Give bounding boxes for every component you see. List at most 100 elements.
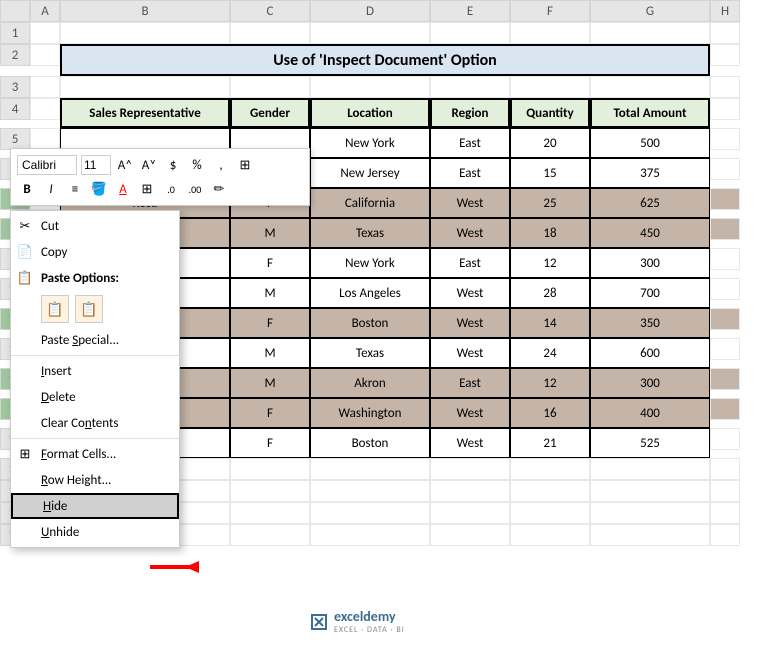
increase-decimal-icon[interactable]: .0	[161, 179, 181, 199]
cell[interactable]	[590, 458, 710, 480]
data-cell[interactable]: 24	[510, 338, 590, 368]
cell[interactable]	[710, 368, 740, 390]
data-cell[interactable]: New York	[310, 248, 430, 278]
data-cell[interactable]: 16	[510, 398, 590, 428]
cell[interactable]	[590, 480, 710, 502]
italic-button[interactable]: I	[41, 179, 61, 199]
data-cell[interactable]: New York	[310, 128, 430, 158]
data-cell[interactable]: 21	[510, 428, 590, 458]
cell[interactable]	[710, 248, 740, 270]
col-header[interactable]: D	[310, 0, 430, 22]
cell[interactable]	[430, 524, 510, 546]
data-cell[interactable]: 400	[590, 398, 710, 428]
data-cell[interactable]: 375	[590, 158, 710, 188]
data-cell[interactable]: East	[430, 368, 510, 398]
data-cell[interactable]: East	[430, 248, 510, 278]
align-icon[interactable]: ≡	[65, 179, 85, 199]
row-header[interactable]: 2	[0, 44, 30, 66]
cell[interactable]	[710, 158, 740, 180]
cell[interactable]	[60, 76, 230, 98]
menu-hide[interactable]: Hide	[11, 493, 179, 519]
data-cell[interactable]: M	[230, 368, 310, 398]
data-cell[interactable]: 525	[590, 428, 710, 458]
cell[interactable]	[310, 76, 430, 98]
font-select[interactable]	[17, 155, 77, 175]
data-cell[interactable]: West	[430, 308, 510, 338]
font-size[interactable]	[81, 155, 111, 175]
data-cell[interactable]: West	[430, 428, 510, 458]
cell[interactable]	[710, 44, 740, 66]
data-cell[interactable]: 300	[590, 248, 710, 278]
cell[interactable]	[710, 22, 740, 44]
bold-button[interactable]: B	[17, 179, 37, 199]
menu-clear[interactable]: Clear Contents	[11, 410, 179, 436]
brush-icon[interactable]: ✏	[209, 179, 229, 199]
cell[interactable]	[710, 502, 740, 524]
cell[interactable]	[30, 44, 60, 66]
data-cell[interactable]: East	[430, 158, 510, 188]
menu-unhide[interactable]: Unhide	[11, 519, 179, 545]
data-cell[interactable]: Los Angeles	[310, 278, 430, 308]
cell[interactable]	[230, 458, 310, 480]
data-cell[interactable]: F	[230, 398, 310, 428]
data-cell[interactable]: 625	[590, 188, 710, 218]
data-cell[interactable]: 14	[510, 308, 590, 338]
cell[interactable]	[710, 480, 740, 502]
data-cell[interactable]: 500	[590, 128, 710, 158]
data-cell[interactable]: F	[230, 248, 310, 278]
cell[interactable]	[230, 524, 310, 546]
cell[interactable]	[710, 278, 740, 300]
menu-row-height[interactable]: Row Height...	[11, 467, 179, 493]
data-cell[interactable]: M	[230, 218, 310, 248]
cell[interactable]	[310, 524, 430, 546]
data-cell[interactable]: New Jersey	[310, 158, 430, 188]
data-cell[interactable]: 300	[590, 368, 710, 398]
cell[interactable]	[710, 524, 740, 546]
data-cell[interactable]: East	[430, 128, 510, 158]
cell[interactable]	[230, 22, 310, 44]
row-header[interactable]: 5	[0, 128, 30, 150]
data-cell[interactable]: 28	[510, 278, 590, 308]
cell[interactable]	[710, 218, 740, 240]
row-header[interactable]: 1	[0, 22, 30, 44]
cell[interactable]	[510, 458, 590, 480]
fill-color-icon[interactable]: 🪣	[89, 179, 109, 199]
row-header[interactable]: 3	[0, 76, 30, 98]
paste-option-2-icon[interactable]: 📋	[75, 295, 103, 323]
cell[interactable]	[60, 22, 230, 44]
cell[interactable]	[510, 524, 590, 546]
menu-paste-options[interactable]: 📋Paste Options:	[11, 265, 179, 291]
data-cell[interactable]: West	[430, 398, 510, 428]
data-cell[interactable]: West	[430, 188, 510, 218]
data-cell[interactable]: Texas	[310, 338, 430, 368]
cell[interactable]	[710, 128, 740, 150]
col-header[interactable]: G	[590, 0, 710, 22]
cell[interactable]	[310, 22, 430, 44]
cell[interactable]	[430, 76, 510, 98]
menu-cut[interactable]: ✂Cut	[11, 213, 179, 239]
currency-icon[interactable]: $	[163, 155, 183, 175]
cell[interactable]	[310, 458, 430, 480]
data-cell[interactable]: California	[310, 188, 430, 218]
cell[interactable]	[590, 76, 710, 98]
menu-insert[interactable]: Insert	[11, 358, 179, 384]
data-cell[interactable]: 12	[510, 248, 590, 278]
grow-font-icon[interactable]: A˄	[115, 155, 135, 175]
cell[interactable]	[710, 428, 740, 450]
format-painter-icon[interactable]: ⊞	[235, 155, 255, 175]
menu-paste-special[interactable]: Paste Special...	[11, 327, 179, 353]
shrink-font-icon[interactable]: A˅	[139, 155, 159, 175]
data-cell[interactable]: West	[430, 338, 510, 368]
cell[interactable]	[710, 338, 740, 360]
cell[interactable]	[590, 22, 710, 44]
col-header[interactable]: F	[510, 0, 590, 22]
cell[interactable]	[430, 502, 510, 524]
data-cell[interactable]: 20	[510, 128, 590, 158]
cell[interactable]	[710, 98, 740, 120]
decrease-decimal-icon[interactable]: .00	[185, 179, 205, 199]
cell[interactable]	[430, 22, 510, 44]
menu-delete[interactable]: Delete	[11, 384, 179, 410]
cell[interactable]	[230, 76, 310, 98]
cell[interactable]	[310, 502, 430, 524]
cell[interactable]	[710, 458, 740, 480]
